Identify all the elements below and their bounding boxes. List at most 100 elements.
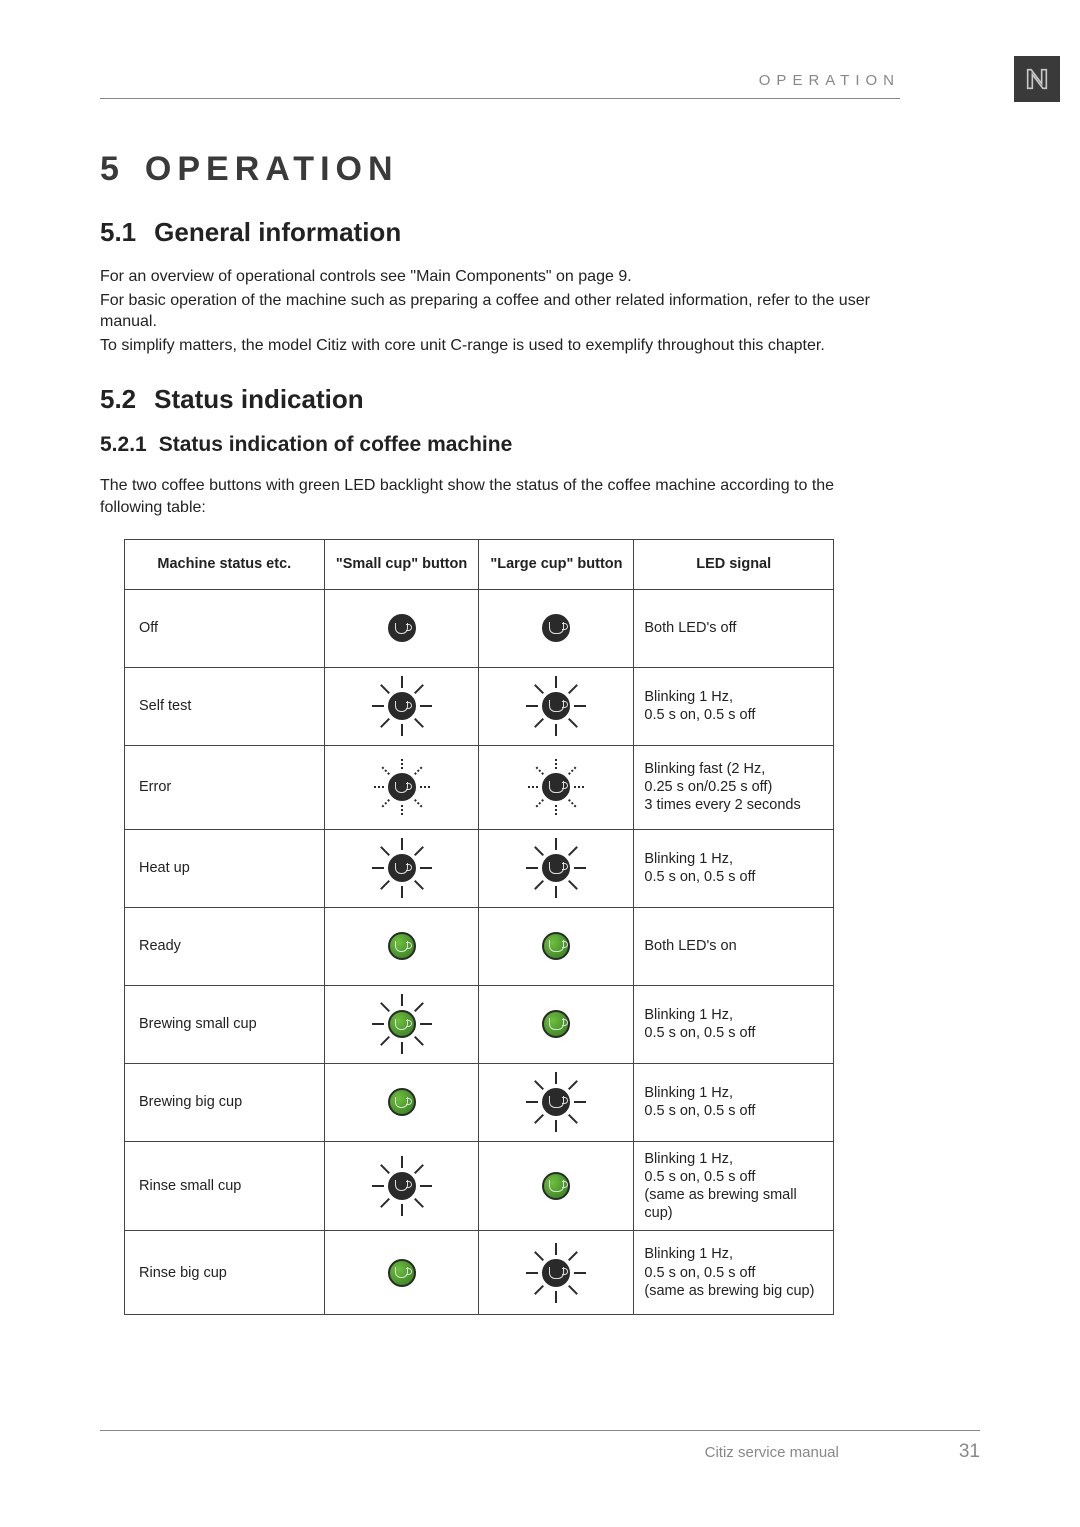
section-5-2-title: 5.2Status indication <box>100 384 980 415</box>
cell-status: Rinse small cup <box>125 1141 325 1231</box>
button-core-off <box>542 1259 570 1287</box>
page-footer: Citiz service manual 31 <box>100 1430 980 1463</box>
cell-status: Self test <box>125 667 325 745</box>
table-header-row: Machine status etc. "Small cup" button "… <box>125 539 834 589</box>
subsection-5-2-1-intro: The two coffee buttons with green LED ba… <box>100 475 900 518</box>
col-header-small-cup: "Small cup" button <box>324 539 479 589</box>
button-icon <box>347 838 457 898</box>
button-core-on <box>388 1259 416 1287</box>
button-icon <box>347 1156 457 1216</box>
chapter-title: 5OPERATION <box>100 150 980 189</box>
cell-small-cup <box>324 907 479 985</box>
button-icon <box>347 598 457 658</box>
brand-logo <box>1014 56 1060 102</box>
cup-glyph-icon <box>549 1267 564 1279</box>
button-icon <box>347 916 457 976</box>
button-icon <box>347 1072 457 1132</box>
paragraph: For basic operation of the machine such … <box>100 290 900 333</box>
cell-small-cup <box>324 1063 479 1141</box>
button-icon <box>501 916 611 976</box>
button-core-off <box>388 692 416 720</box>
table-row: Error Blinking fast (2 Hz,0.25 s on/0.25… <box>125 745 834 829</box>
table-row: Off Both LED's off <box>125 589 834 667</box>
section-5-2-number: 5.2 <box>100 384 136 414</box>
button-icon <box>501 1072 611 1132</box>
cell-small-cup <box>324 1231 479 1315</box>
section-5-1-body: For an overview of operational controls … <box>100 266 900 356</box>
cell-large-cup <box>479 907 634 985</box>
cell-large-cup <box>479 589 634 667</box>
button-core-on <box>388 932 416 960</box>
button-core-off <box>388 1172 416 1200</box>
cup-glyph-icon <box>395 941 408 952</box>
cell-large-cup <box>479 829 634 907</box>
button-icon <box>501 1156 611 1216</box>
cup-glyph-icon <box>549 940 564 952</box>
cell-led-signal: Both LED's off <box>634 589 834 667</box>
cell-led-signal: Blinking 1 Hz,0.5 s on, 0.5 s off <box>634 1063 834 1141</box>
cup-glyph-icon <box>549 781 564 793</box>
cup-glyph-icon <box>549 622 564 634</box>
header-section-label: OPERATION <box>759 72 900 89</box>
cell-small-cup <box>324 589 479 667</box>
button-icon <box>347 676 457 736</box>
cup-glyph-icon <box>549 1018 564 1030</box>
subsection-5-2-1-title: 5.2.1Status indication of coffee machine <box>100 433 980 457</box>
chapter-title-text: OPERATION <box>145 150 399 188</box>
cell-led-signal: Blinking 1 Hz,0.5 s on, 0.5 s off <box>634 829 834 907</box>
button-core-on <box>542 1172 570 1200</box>
status-table: Machine status etc. "Small cup" button "… <box>124 539 834 1316</box>
button-icon <box>347 757 457 817</box>
table-row: Brewing small cup Blinking 1 Hz,0.5 s on… <box>125 985 834 1063</box>
cell-large-cup <box>479 1063 634 1141</box>
paragraph: The two coffee buttons with green LED ba… <box>100 475 900 518</box>
button-core-off <box>388 854 416 882</box>
cup-glyph-icon <box>549 1096 564 1108</box>
section-5-1-number: 5.1 <box>100 217 136 247</box>
cup-glyph-icon <box>395 1019 408 1030</box>
button-icon <box>501 757 611 817</box>
col-header-large-cup: "Large cup" button <box>479 539 634 589</box>
cup-glyph-icon <box>395 623 408 634</box>
footer-doc-title: Citiz service manual <box>705 1444 839 1461</box>
button-core-off <box>388 614 416 642</box>
cup-glyph-icon <box>395 701 408 712</box>
cup-glyph-icon <box>395 1097 408 1108</box>
nespresso-n-icon <box>1023 65 1051 93</box>
col-header-led: LED signal <box>634 539 834 589</box>
cell-large-cup <box>479 745 634 829</box>
cell-large-cup <box>479 985 634 1063</box>
button-core-off <box>388 773 416 801</box>
button-icon <box>347 1243 457 1303</box>
table-row: Heat up Blinking 1 Hz,0.5 s on, 0.5 s of… <box>125 829 834 907</box>
cell-small-cup <box>324 1141 479 1231</box>
button-core-off <box>542 614 570 642</box>
button-core-on <box>388 1088 416 1116</box>
cell-status: Ready <box>125 907 325 985</box>
cell-status: Off <box>125 589 325 667</box>
table-row: Ready Both LED's on <box>125 907 834 985</box>
cell-led-signal: Blinking 1 Hz,0.5 s on, 0.5 s off <box>634 985 834 1063</box>
section-5-1-title-text: General information <box>154 217 401 247</box>
table-row: Rinse small cup Blinking 1 Hz,0.5 s on, … <box>125 1141 834 1231</box>
cell-large-cup <box>479 1141 634 1231</box>
cup-glyph-icon <box>549 862 564 874</box>
cup-glyph-icon <box>395 782 408 793</box>
table-row: Brewing big cup Blinking 1 Hz,0.5 s on, … <box>125 1063 834 1141</box>
table-row: Self test Blinking 1 Hz,0.5 s on, 0.5 s … <box>125 667 834 745</box>
cell-status: Brewing big cup <box>125 1063 325 1141</box>
cell-large-cup <box>479 1231 634 1315</box>
cup-glyph-icon <box>395 1180 408 1191</box>
cell-small-cup <box>324 667 479 745</box>
paragraph: For an overview of operational controls … <box>100 266 900 288</box>
cell-large-cup <box>479 667 634 745</box>
cell-led-signal: Blinking fast (2 Hz,0.25 s on/0.25 s off… <box>634 745 834 829</box>
table-row: Rinse big cup Blinking 1 Hz,0.5 s on, 0.… <box>125 1231 834 1315</box>
button-icon <box>347 994 457 1054</box>
cup-glyph-icon <box>395 1267 408 1278</box>
cell-led-signal: Blinking 1 Hz,0.5 s on, 0.5 s off(same a… <box>634 1231 834 1315</box>
cell-status: Brewing small cup <box>125 985 325 1063</box>
button-icon <box>501 994 611 1054</box>
col-header-status: Machine status etc. <box>125 539 325 589</box>
button-core-on <box>542 932 570 960</box>
